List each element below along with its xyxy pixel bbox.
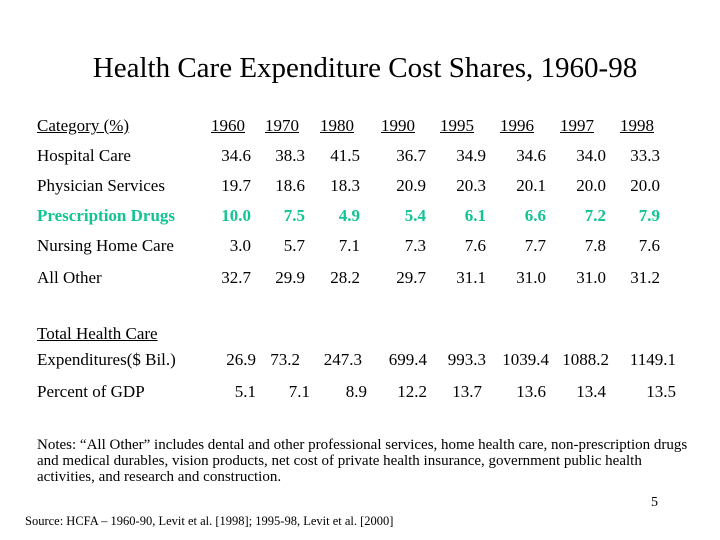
table-cell: 1039.4: [502, 350, 549, 369]
table-cell: 7.9: [638, 206, 660, 225]
table-cell: 12.2: [397, 382, 427, 401]
table-cell: 41.5: [330, 146, 360, 165]
row-label: Nursing Home Care: [37, 236, 174, 255]
table-cell: 28.2: [330, 268, 360, 287]
table-cell: 10.0: [221, 206, 251, 225]
year-header: 1970: [265, 116, 299, 135]
row-label: Expenditures($ Bil.): [37, 350, 176, 369]
table-cell: 993.3: [447, 350, 486, 369]
table-cell: 7.6: [464, 236, 486, 255]
table-cell: 31.0: [576, 268, 606, 287]
table-cell: 1149.1: [629, 350, 676, 369]
table-cell: 13.7: [452, 382, 482, 401]
row-label: Physician Services: [37, 176, 165, 195]
table-row: Hospital Care 34.6 38.3 41.5 36.7 34.9 34.6 34.…: [0, 144, 720, 168]
row-label: Prescription Drugs: [37, 206, 176, 225]
table-cell: 20.0: [576, 176, 606, 195]
table-cell: 1088.2: [562, 350, 609, 369]
year-header: 1995: [440, 116, 474, 135]
table-cell: 34.6: [221, 146, 251, 165]
table-cell: 7.5: [283, 206, 305, 225]
table-cell: 34.6: [516, 146, 546, 165]
row-label: All Other: [37, 268, 102, 287]
table-row: Prescription Drugs 10.0 7.5 4.9 5.4 6.1 6.6 7.2…: [0, 204, 720, 228]
table-cell: 7.6: [638, 236, 660, 255]
table-cell: 7.1: [288, 382, 310, 401]
table-cell: 38.3: [275, 146, 305, 165]
page-number: 5: [651, 495, 658, 510]
table-cell: 20.1: [516, 176, 546, 195]
row-label: Percent of GDP: [37, 382, 145, 401]
table-header-row: Category (%) 1960 1970 1980 1990 1995 19…: [0, 114, 720, 138]
year-header: 1960: [211, 116, 245, 135]
table-cell: 33.3: [630, 146, 660, 165]
table-cell: 18.6: [275, 176, 305, 195]
table-cell: 19.7: [221, 176, 251, 195]
table-cell: 34.9: [456, 146, 486, 165]
table-cell: 699.4: [388, 350, 427, 369]
slide-title: Health Care Expenditure Cost Shares, 196…: [92, 52, 638, 84]
row-label: Hospital Care: [37, 146, 131, 165]
source-citation: Source: HCFA – 1960-90, Levit et al. [19…: [25, 514, 394, 528]
table-cell: 5.7: [283, 236, 305, 255]
table-cell: 4.9: [338, 206, 360, 225]
table-cell: 31.2: [630, 268, 660, 287]
year-header: 1997: [560, 116, 594, 135]
table-cell: 7.7: [524, 236, 546, 255]
table-cell: 13.5: [646, 382, 676, 401]
gdp-row: Percent of GDP 5.1 7.1 8.9 12.2 13.7 13.6 13.4…: [0, 380, 720, 404]
table-cell: 5.4: [404, 206, 426, 225]
table-cell: 13.4: [576, 382, 606, 401]
table-cell: 18.3: [330, 176, 360, 195]
totals-heading: Total Health Care: [37, 324, 158, 343]
table-cell: 3.0: [229, 236, 251, 255]
notes: Notes: “All Other” includes dental and o…: [37, 437, 688, 485]
table-cell: 31.1: [456, 268, 486, 287]
year-header: 1980: [320, 116, 354, 135]
table-cell: 7.1: [338, 236, 360, 255]
table-cell: 6.1: [464, 206, 486, 225]
table-row: All Other 32.7 29.9 28.2 29.7 31.1 31.0 31.0 31.…: [0, 266, 720, 290]
table-cell: 26.9: [226, 350, 256, 369]
table-cell: 73.2: [270, 350, 300, 369]
expenditures-row: Expenditures($ Bil.) 26.9 73.2 247.3 699.4 9…: [0, 348, 720, 372]
table-cell: 6.6: [524, 206, 546, 225]
category-header: Category (%): [37, 116, 130, 135]
table-cell: 20.0: [630, 176, 660, 195]
table-cell: 34.0: [576, 146, 606, 165]
table-cell: 5.1: [234, 382, 256, 401]
table-row: Nursing Home Care 3.0 5.7 7.1 7.3 7.6 7.7 7.8 7.…: [0, 234, 720, 258]
table-cell: 7.8: [584, 236, 606, 255]
year-header: 1996: [500, 116, 534, 135]
table-cell: 36.7: [396, 146, 426, 165]
table-cell: 7.2: [584, 206, 606, 225]
table-cell: 29.9: [275, 268, 305, 287]
table-cell: 32.7: [221, 268, 251, 287]
table-cell: 7.3: [404, 236, 426, 255]
table-cell: 20.3: [456, 176, 486, 195]
totals-heading-row: Total Health Care: [0, 322, 720, 346]
table-cell: 29.7: [396, 268, 426, 287]
table-cell: 247.3: [323, 350, 362, 369]
table-cell: 20.9: [396, 176, 426, 195]
table-row: Physician Services 19.7 18.6 18.3 20.9 20.3 20…: [0, 174, 720, 198]
year-header: 1998: [620, 116, 654, 135]
year-header: 1990: [381, 116, 415, 135]
table-cell: 13.6: [516, 382, 546, 401]
table-cell: 31.0: [516, 268, 546, 287]
table-cell: 8.9: [345, 382, 367, 401]
